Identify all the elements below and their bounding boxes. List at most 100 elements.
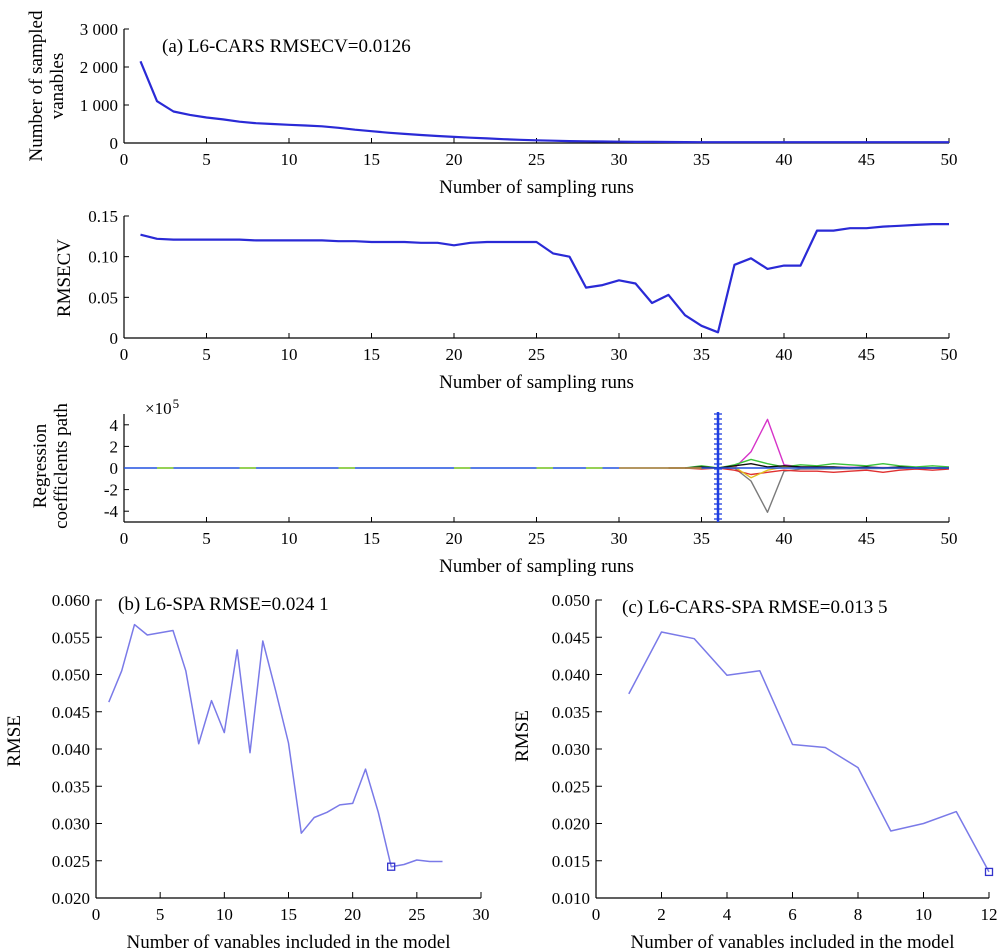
x-tick-label: 20 [446,345,463,364]
y-tick-label: 3 000 [80,20,118,39]
x-axis-label: Number of sampling runs [439,556,634,577]
x-tick-label: 10 [281,529,298,548]
panel-title: (a) L6-CARS RMSECV=0.0126 [162,36,411,57]
x-tick-label: 30 [611,150,628,169]
x-tick-label: 12 [981,905,998,924]
x-tick-label: 5 [202,150,211,169]
y-tick-label: 0.05 [88,288,118,307]
panel-title: (c) L6-CARS-SPA RMSE=0.013 5 [622,597,888,618]
x-tick-label: 15 [280,905,297,924]
x-axis-label: Number of vanables included in the model [631,932,955,952]
y-multiplier-label: ×10 [145,399,172,418]
x-tick-label: 25 [528,345,545,364]
minimum-marker [387,862,396,871]
series-line [701,418,950,469]
chart-panel-d: 0 5 10 15 20 25 30 0.020 0.025 0.030 0.035 0.040 0.0… [4,591,490,952]
chart-panel-c: 0 5 10 15 20 25 30 35 40 45 50 -4 -2 0 2 4 Number of sam… [30,396,958,577]
x-tick-label: 30 [611,345,628,364]
x-tick-label: 5 [156,905,165,924]
panel-title: (b) L6-SPA RMSE=0.024 1 [118,594,329,615]
x-tick-label: 50 [941,150,958,169]
x-tick-label: 2 [657,905,666,924]
y-tick-label: 0.050 [52,666,90,685]
x-tick-label: 50 [941,345,958,364]
x-tick-label: 30 [611,529,628,548]
x-tick-label: 20 [446,529,463,548]
x-tick-label: 35 [693,529,710,548]
y-tick-label: -2 [104,481,118,500]
y-tick-label: 0.10 [88,248,118,267]
y-tick-label: 0.035 [52,777,90,796]
x-axis-label: Number of sampling runs [439,177,634,198]
x-tick-label: 40 [776,529,793,548]
series-line [140,223,949,334]
x-tick-label: 25 [528,150,545,169]
x-tick-label: 0 [92,905,101,924]
x-tick-label: 0 [592,905,601,924]
x-tick-label: 4 [723,905,732,924]
x-tick-label: 6 [788,905,797,924]
x-tick-label: 15 [363,150,380,169]
series-line [701,467,950,513]
x-tick-label: 35 [693,150,710,169]
x-tick-label: 20 [446,150,463,169]
x-axis-label: Number of vanables included in the model [127,932,451,952]
y-tick-label: 0.030 [552,740,590,759]
y-tick-label: 0.020 [52,889,90,908]
x-tick-label: 8 [854,905,863,924]
y-tick-label: 0 [110,134,119,153]
x-tick-label: 0 [120,345,129,364]
y-tick-label: 0.035 [552,703,590,722]
y-tick-label: 0.040 [52,740,90,759]
y-tick-label: 0.030 [52,815,90,834]
y-axis-label: Regression [30,423,51,508]
y-tick-label: 0.025 [552,777,590,796]
y-tick-label: 0.010 [552,889,590,908]
y-axis-label: RMSECV [54,239,75,317]
series-line [684,463,949,469]
y-tick-label: 0.020 [552,815,590,834]
x-tick-label: 30 [473,905,490,924]
y-tick-label: 0.055 [52,628,90,647]
y-multiplier-exponent: 5 [173,396,180,411]
y-tick-label: 0.045 [52,703,90,722]
x-tick-label: 45 [858,150,875,169]
x-tick-label: 0 [120,529,129,548]
x-tick-label: 45 [858,529,875,548]
y-tick-label: 0.025 [52,852,90,871]
x-tick-label: 15 [363,345,380,364]
x-tick-label: 5 [202,529,211,548]
series-line [108,623,443,868]
y-tick-label: 0.050 [552,591,590,610]
minimum-marker [984,867,994,877]
chart-panel-a: 0 5 10 15 20 25 30 35 40 45 50 0 1 000 2 000 3 000 (a) … [26,10,958,198]
y-tick-label: 0.015 [552,852,590,871]
y-tick-label: 4 [110,416,119,435]
x-tick-label: 10 [281,345,298,364]
x-tick-label: 45 [858,345,875,364]
y-tick-label: 2 000 [80,58,118,77]
y-tick-label: 0 [110,329,119,348]
y-axis-label: RMSE [512,710,533,762]
x-tick-label: 5 [202,345,211,364]
y-axis-label: RMSE [4,715,25,767]
x-tick-label: 10 [216,905,233,924]
x-tick-label: 20 [344,905,361,924]
x-tick-label: 50 [941,529,958,548]
y-tick-label: -4 [104,502,119,521]
y-tick-label: 1 000 [80,96,118,115]
x-tick-label: 25 [528,529,545,548]
series-line [628,631,990,873]
y-tick-label: 0 [110,459,119,478]
x-tick-label: 40 [776,150,793,169]
x-tick-label: 25 [408,905,425,924]
y-tick-label: 0.15 [88,207,118,226]
x-tick-label: 15 [363,529,380,548]
x-tick-label: 10 [281,150,298,169]
chart-panel-e: 0 2 4 6 8 10 12 0.010 0.015 0.020 0.025 0.030 0.035 0… [512,591,998,952]
y-axis-label: coefficlents path [51,403,72,529]
x-tick-label: 0 [120,150,129,169]
y-tick-label: 0.045 [552,628,590,647]
y-tick-label: 0.040 [552,666,590,685]
x-tick-label: 40 [776,345,793,364]
